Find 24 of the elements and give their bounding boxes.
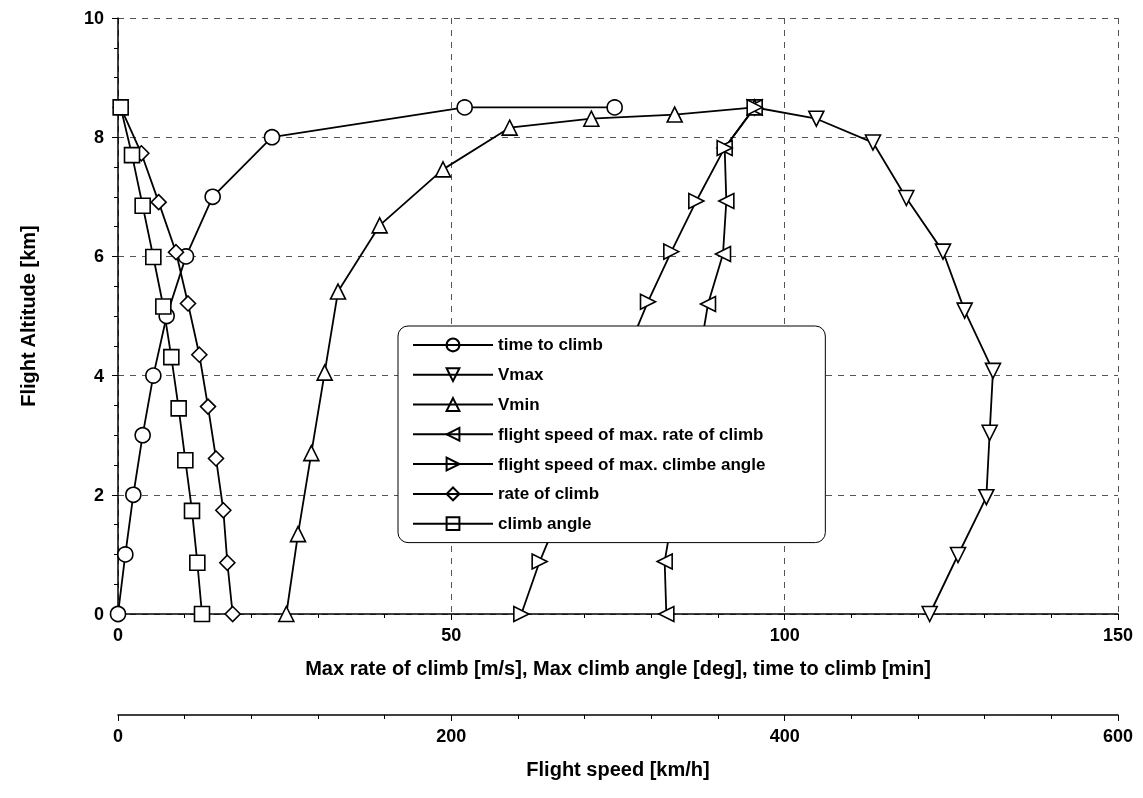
x2-tick-label: 400 <box>769 726 800 746</box>
legend-label: Vmax <box>498 365 544 385</box>
x-tick-label: 0 <box>112 625 124 645</box>
y-tick-label: 4 <box>93 365 104 386</box>
legend-label: time to climb <box>498 335 603 355</box>
x2-tick-label: 200 <box>436 726 467 746</box>
y-tick-label: 8 <box>93 127 104 148</box>
x-tick-label: 100 <box>769 625 800 645</box>
y-axis-title: Flight Altitude [km] <box>17 225 39 407</box>
x2-axis-title: Flight speed [km/h] <box>526 758 710 780</box>
y-tick-label: 2 <box>93 484 104 505</box>
x2-tick-label: 600 <box>1102 726 1134 746</box>
x2-tick-label: 0 <box>112 726 124 746</box>
legend-label: flight speed of max. climbe angle <box>498 454 766 474</box>
x-tick-label: 150 <box>1102 625 1134 645</box>
legend-label: Vmin <box>498 395 540 414</box>
y-tick-label: 10 <box>83 8 104 28</box>
legend-label: rate of climb <box>498 484 600 504</box>
x-axis-title: Max rate of climb [m/s], Max climb angle [deg], time to climb [min] <box>305 657 931 679</box>
y-tick-label: 6 <box>93 246 104 267</box>
legend-label: flight speed of max. rate of climb <box>498 424 764 444</box>
x-tick-label: 50 <box>441 625 462 645</box>
y-tick-label: 0 <box>93 604 104 624</box>
legend-label: climb angle <box>498 514 592 534</box>
